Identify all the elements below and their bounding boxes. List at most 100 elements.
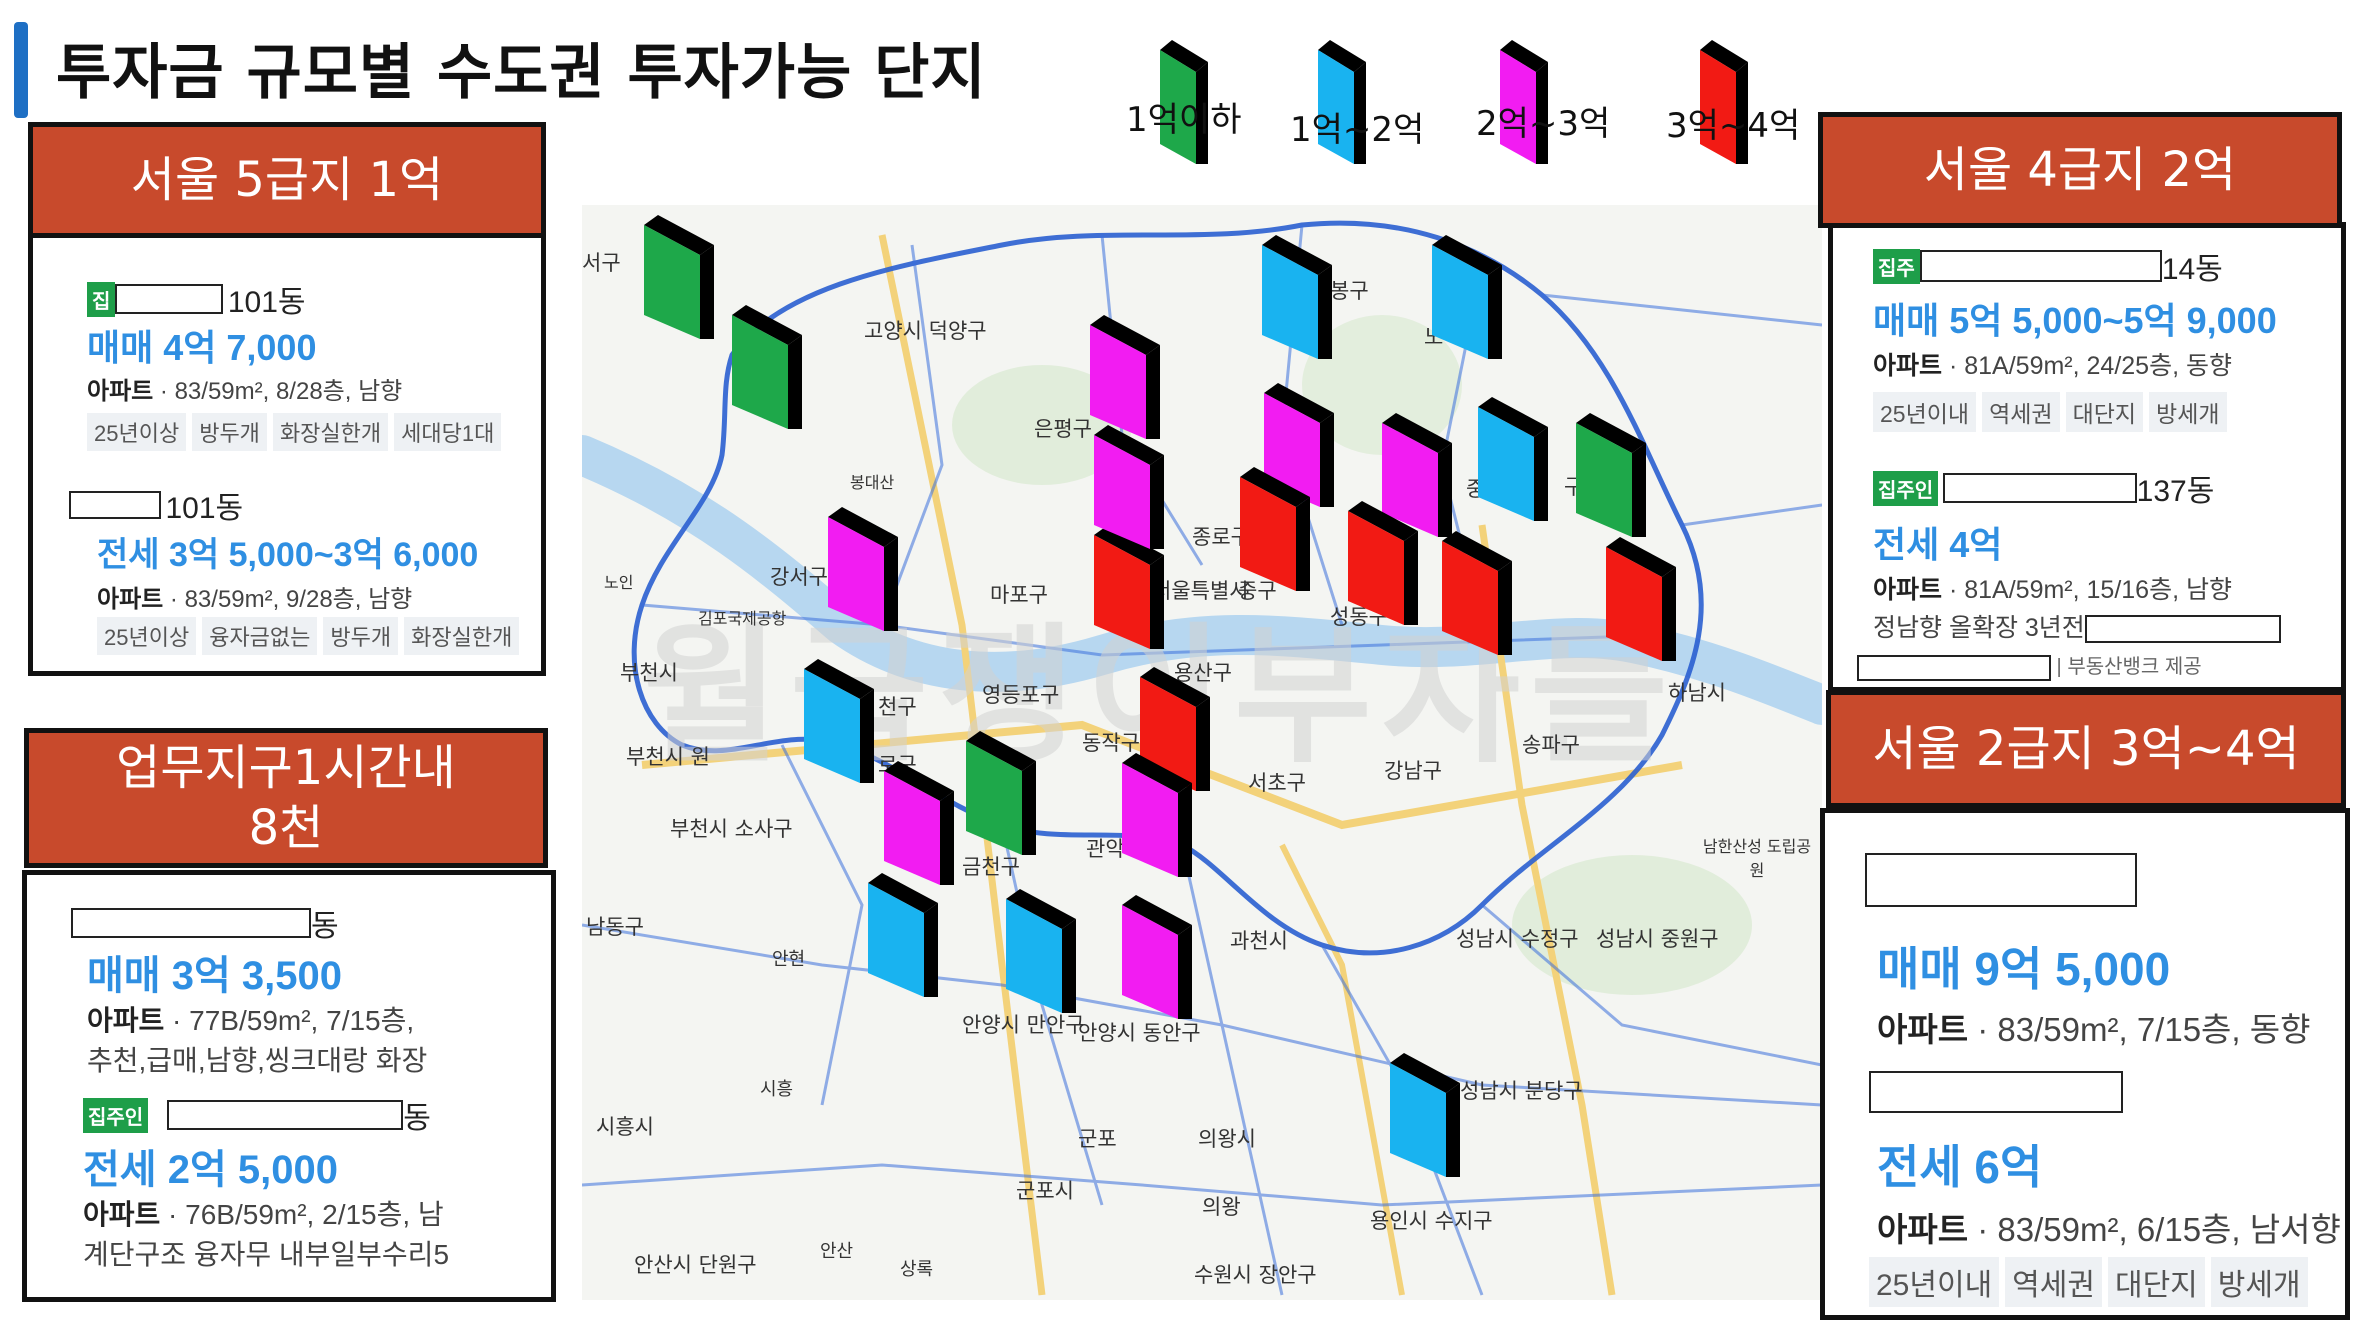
building-dong: 137동 <box>2136 475 2215 508</box>
district-label: 부천시 <box>620 661 678 685</box>
redacted-block <box>167 1100 404 1130</box>
redacted-block <box>115 284 224 314</box>
map-marker-bar <box>1122 895 1192 1019</box>
tag: 25년이내 <box>1869 1257 2000 1307</box>
district-label: 서초구 <box>1248 771 1306 795</box>
tag: 25년이내 <box>1873 392 1977 432</box>
district-label: 군포 <box>1078 1127 1117 1151</box>
district-label: 남동구 <box>586 915 644 939</box>
district-label: 시흥시 <box>596 1115 654 1139</box>
district-label: 부천시 원 <box>626 745 710 769</box>
legend-label: 2억~3억 <box>1476 104 1611 144</box>
tag: 25년이상 <box>97 617 197 655</box>
district-label: 용인시 수지구 <box>1370 1209 1493 1233</box>
map-marker-bar <box>1140 667 1210 791</box>
listing-spec: 아파트 · 83/59m², 8/28층, 남향 <box>87 378 403 405</box>
map-marker-bar <box>1576 413 1646 537</box>
map-marker-bar <box>1240 467 1310 591</box>
legend-item-tier4: 3억~4억 <box>1666 40 1860 180</box>
panel-worktime: 동 매매 3억 3,500 아파트 · 77B/59m², 7/15층, 추천,… <box>22 870 556 1302</box>
tag: 세대당1대 <box>394 413 502 451</box>
building-dong: 14동 <box>2161 253 2223 286</box>
tag-list: 25년이내 역세권 대단지 방세개 <box>1873 392 2233 432</box>
source-credit: 부동산뱅크 제공 <box>2067 656 2202 678</box>
map-marker-bar <box>732 305 802 429</box>
district-label: 안양시 동안구 <box>1078 1021 1201 1045</box>
district-label: 고양시 덕양구 <box>864 319 987 343</box>
map-marker-bar <box>1090 315 1160 439</box>
owner-badge: 집주인 <box>1873 470 1939 506</box>
owner-badge: 집주인 <box>83 1097 149 1133</box>
district-label: 하남시 <box>1668 681 1726 705</box>
map-marker-bar <box>884 761 954 885</box>
district-label: 강남구 <box>1384 759 1442 783</box>
header-line: 8천 <box>248 800 324 856</box>
map-marker-bar <box>966 731 1036 855</box>
legend-swatch-icon <box>1318 40 1366 164</box>
listing-spec: 아파트 · 83/59m², 7/15층, 동향 <box>1877 1011 2311 1048</box>
tag: 대단지 <box>2065 392 2144 432</box>
redacted-block <box>1869 1071 2123 1113</box>
map-marker-bar <box>1390 1053 1460 1177</box>
district-label: 중구 <box>1238 579 1277 603</box>
legend-swatch-icon <box>1160 40 1208 164</box>
legend-item-tier1: 1억이하 <box>1126 40 1320 180</box>
listing-spec: 아파트 · 81A/59m², 24/25층, 동향 <box>1873 352 2232 380</box>
district-label: 성남시 중원구 <box>1596 927 1719 951</box>
tag-list: 25년이내 역세권 대단지 방세개 <box>1869 1257 2314 1307</box>
map-marker-bar <box>1094 525 1164 649</box>
listing-spec: 아파트 · 77B/59m², 7/15층, <box>87 1005 415 1036</box>
title-accent-bar <box>14 22 28 118</box>
district-label: 안산 <box>820 1241 854 1262</box>
tag: 대단지 <box>2107 1257 2205 1307</box>
panel-header-worktime: 업무지구1시간내 8천 <box>24 728 548 868</box>
tag: 방세개 <box>2149 392 2227 432</box>
district-label: 서울특별시 <box>1152 579 1249 603</box>
map-marker-bar <box>1382 413 1452 537</box>
district-label: 동작구 <box>1082 731 1140 755</box>
tag: 화장실한개 <box>272 413 389 451</box>
district-label: 봉구 <box>1330 279 1369 303</box>
redacted-block <box>1942 473 2137 503</box>
district-label: 안산시 단원구 <box>634 1253 757 1277</box>
map-marker-bar <box>644 215 714 339</box>
district-label: 안현 <box>772 949 806 970</box>
redacted-block <box>1865 853 2137 907</box>
listing-note: 추천,급매,남향,씽크대랑 화장 <box>87 1045 428 1076</box>
legend-item-tier2: 1억~2억 <box>1290 40 1478 180</box>
map-marker-bar <box>1262 235 1332 359</box>
listing-spec: 아파트 · 81A/59m², 15/16층, 남향 <box>1873 576 2232 604</box>
tag: 역세권 <box>2005 1257 2102 1307</box>
listing-price: 전세 2억 5,000 <box>83 1148 338 1192</box>
tag-list: 25년이상 융자금없는 방두개 화장실한개 <box>97 617 525 655</box>
panel-header-seoul5: 서울 5급지 1억 <box>28 122 546 238</box>
seoul-metro-map: 월급쟁이부자들 서구 고양시 덕양구 은평구 봉구 노 강서구 마포구 종로구 … <box>582 205 1822 1300</box>
district-label: 관악 <box>1086 837 1125 861</box>
district-label: 상록 <box>900 1259 934 1280</box>
district-label: 강서구 <box>770 565 828 589</box>
district-label: 송파구 <box>1522 733 1580 757</box>
district-label: 과천시 <box>1230 929 1288 953</box>
listing-price: 전세 3억 5,000~3억 6,000 <box>97 536 479 574</box>
district-label: 김포국제공항 <box>698 609 787 628</box>
panel-header-seoul2: 서울 2급지 3억~4억 <box>1826 690 2346 808</box>
listing-price: 매매 4억 7,000 <box>87 327 317 368</box>
listing-price: 전세 4억 <box>1873 524 2003 565</box>
district-label: 의왕 <box>1202 1195 1241 1219</box>
map-marker-bar <box>868 873 938 997</box>
district-label: 용산구 <box>1174 661 1232 685</box>
redacted-block <box>71 908 311 938</box>
district-label: 성남시 수정구 <box>1456 927 1579 951</box>
building-dong: 동 <box>311 909 339 944</box>
listing-spec: 아파트 · 83/59m², 9/28층, 남향 <box>97 586 413 613</box>
listing-price: 매매 5억 5,000~5억 9,000 <box>1873 300 2277 341</box>
legend-label: 1억이하 <box>1126 100 1242 140</box>
district-label: 성남시 분당구 <box>1460 1079 1583 1103</box>
page-title: 투자금 규모별 수도권 투자가능 단지 <box>56 38 987 108</box>
listing-note: 계단구조 융자무 내부일부수리5 <box>83 1239 450 1270</box>
map-marker-bar <box>1006 889 1076 1013</box>
legend-swatch-icon <box>1500 40 1548 164</box>
district-label: 의왕시 <box>1198 1127 1256 1151</box>
listing-price: 매매 9억 5,000 <box>1877 943 2171 995</box>
panel-seoul4: 집주 14동 매매 5억 5,000~5억 9,000 아파트 · 81A/59m… <box>1828 222 2346 692</box>
